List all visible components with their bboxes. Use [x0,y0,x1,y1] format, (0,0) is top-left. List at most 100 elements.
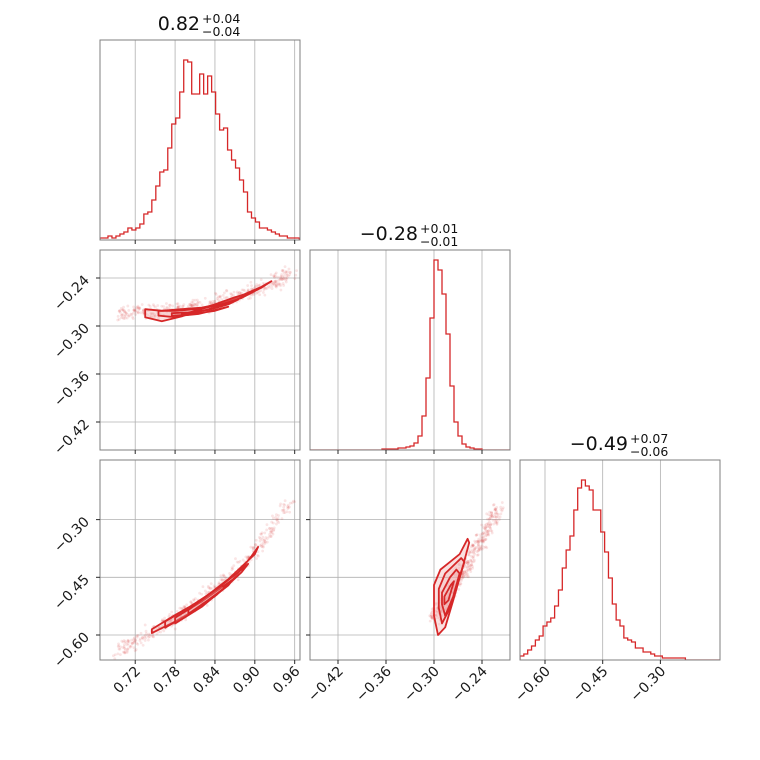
scatter-point [477,548,481,552]
scatter-point [474,545,478,549]
scatter-point [122,310,126,314]
scatter-point [485,546,489,550]
scatter-point [461,572,465,576]
scatter-point [198,591,202,595]
scatter-point [219,574,223,578]
scatter-point [261,281,265,285]
panel-frame [99,249,301,451]
scatter-point [285,510,289,514]
scatter-point [293,500,297,504]
scatter-point [275,513,278,517]
scatter-point [181,607,184,611]
scatter-point [150,634,154,638]
scatter-point [477,541,480,545]
scatter-point [123,314,127,318]
scatter-point [472,548,476,551]
scatter-point [147,632,151,636]
scatter-point [268,527,271,530]
panel-frame [519,459,721,661]
scatter-point [444,607,448,610]
scatter-point [140,636,144,640]
scatter-point [132,640,136,644]
scatter-point [285,272,289,276]
scatter-point [272,283,276,287]
scatter-point [265,523,269,527]
scatter-point [466,559,470,563]
scatter-point [459,577,463,581]
x-tick-label: −0.42 [305,664,347,706]
scatter-point [168,613,172,616]
scatter-point [489,514,493,518]
scatter-point [492,522,496,526]
scatter-point [138,306,142,310]
scatter-point [280,277,284,281]
scatter-point [263,542,267,545]
scatter-point [211,299,214,303]
scatter-point [279,284,282,288]
scatter-point [468,565,471,569]
scatter-point [494,521,498,525]
scatter-point [477,539,480,543]
scatter-point [284,270,288,274]
scatter-point [278,277,282,281]
scatter-point [152,635,156,639]
scatter-point [205,603,209,607]
scatter-point [191,303,195,307]
scatter-point [482,526,485,529]
scatter-point [282,502,285,506]
scatter-point [458,583,462,587]
scatter-point [221,578,224,582]
scatter-point [276,517,280,520]
scatter-point [481,540,485,544]
scatter-point [117,642,120,646]
scatter-point [468,550,471,553]
scatter-point [440,614,444,618]
scatter-point [135,634,139,638]
scatter-point [162,629,166,633]
title-param-2: −0.49 [570,433,628,455]
scatter-point [151,303,155,307]
scatter-point [434,609,438,613]
scatter-point [489,516,492,520]
scatter-point [491,518,495,522]
scatter-point [206,584,210,588]
scatter-point [266,284,270,288]
scatter-point [453,573,457,577]
scatter-point [481,538,485,542]
panel-frame [309,249,511,451]
scatter-point [279,502,282,506]
scatter-point [193,298,197,302]
scatter-point [132,308,136,312]
title-param-0-minus: −0.04 [202,24,240,39]
contour-level-3 [443,580,455,606]
scatter-point [482,546,486,549]
scatter-point [261,541,265,544]
scatter-point [466,568,470,572]
scatter-point [160,304,164,308]
scatter-point [192,303,196,307]
scatter-point [135,310,139,314]
scatter-point [173,627,177,631]
scatter-point [241,558,245,562]
scatter-point [267,535,271,539]
scatter-point [256,291,259,295]
scatter-point [492,503,496,506]
scatter-point [121,308,125,312]
scatter-point [481,532,485,536]
scatter-points [116,265,298,322]
y-tick-label: −0.24 [51,272,93,314]
scatter-point [479,539,483,543]
histogram-step-line [520,479,720,660]
scatter-point [430,617,434,620]
scatter-point [214,292,218,296]
scatter-point [444,607,448,611]
scatter-point [490,511,493,515]
scatter-point [494,511,497,515]
scatter-point [139,641,143,645]
scatter-point [264,287,268,291]
scatter-point [124,641,128,645]
scatter-point [187,304,190,308]
scatter-point [288,271,292,275]
scatter-point [461,571,465,574]
scatter-point [220,578,224,582]
